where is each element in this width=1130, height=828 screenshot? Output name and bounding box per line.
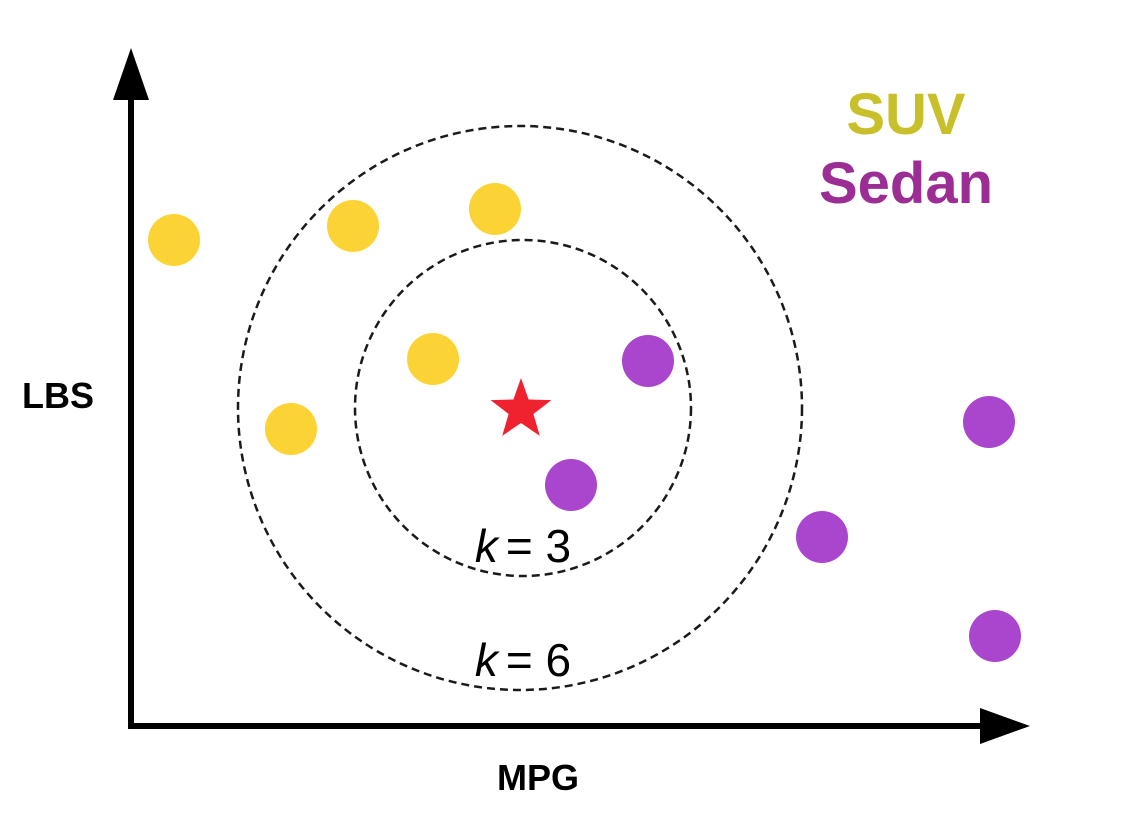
y-axis-arrowhead [113, 48, 149, 100]
legend-sedan-label: Sedan [819, 151, 993, 216]
sedan-point [545, 459, 597, 511]
y-axis [113, 48, 149, 726]
sedan-point [963, 396, 1015, 448]
y-axis-label: LBS [22, 375, 94, 416]
query-point-star [490, 378, 552, 436]
x-axis-label: MPG [497, 757, 579, 798]
k3-value: = 3 [506, 520, 571, 572]
suv-point [148, 214, 200, 266]
data-points [148, 183, 1021, 662]
k3-label: k = 3 [475, 520, 571, 572]
suv-point [469, 183, 521, 235]
k6-label: k = 6 [475, 634, 571, 686]
sedan-point [622, 335, 674, 387]
k3-boundary-circle [353, 238, 693, 578]
legend-suv-label: SUV [846, 82, 966, 147]
sedan-point [796, 511, 848, 563]
x-axis [128, 708, 1030, 744]
k3-variable: k [475, 520, 500, 572]
k6-value: = 6 [506, 634, 571, 686]
suv-point [265, 403, 317, 455]
suv-point [407, 333, 459, 385]
sedan-point [969, 610, 1021, 662]
suv-point [327, 200, 379, 252]
x-axis-arrowhead [980, 708, 1030, 744]
k6-variable: k [475, 634, 500, 686]
k6-boundary-circle [236, 124, 804, 692]
